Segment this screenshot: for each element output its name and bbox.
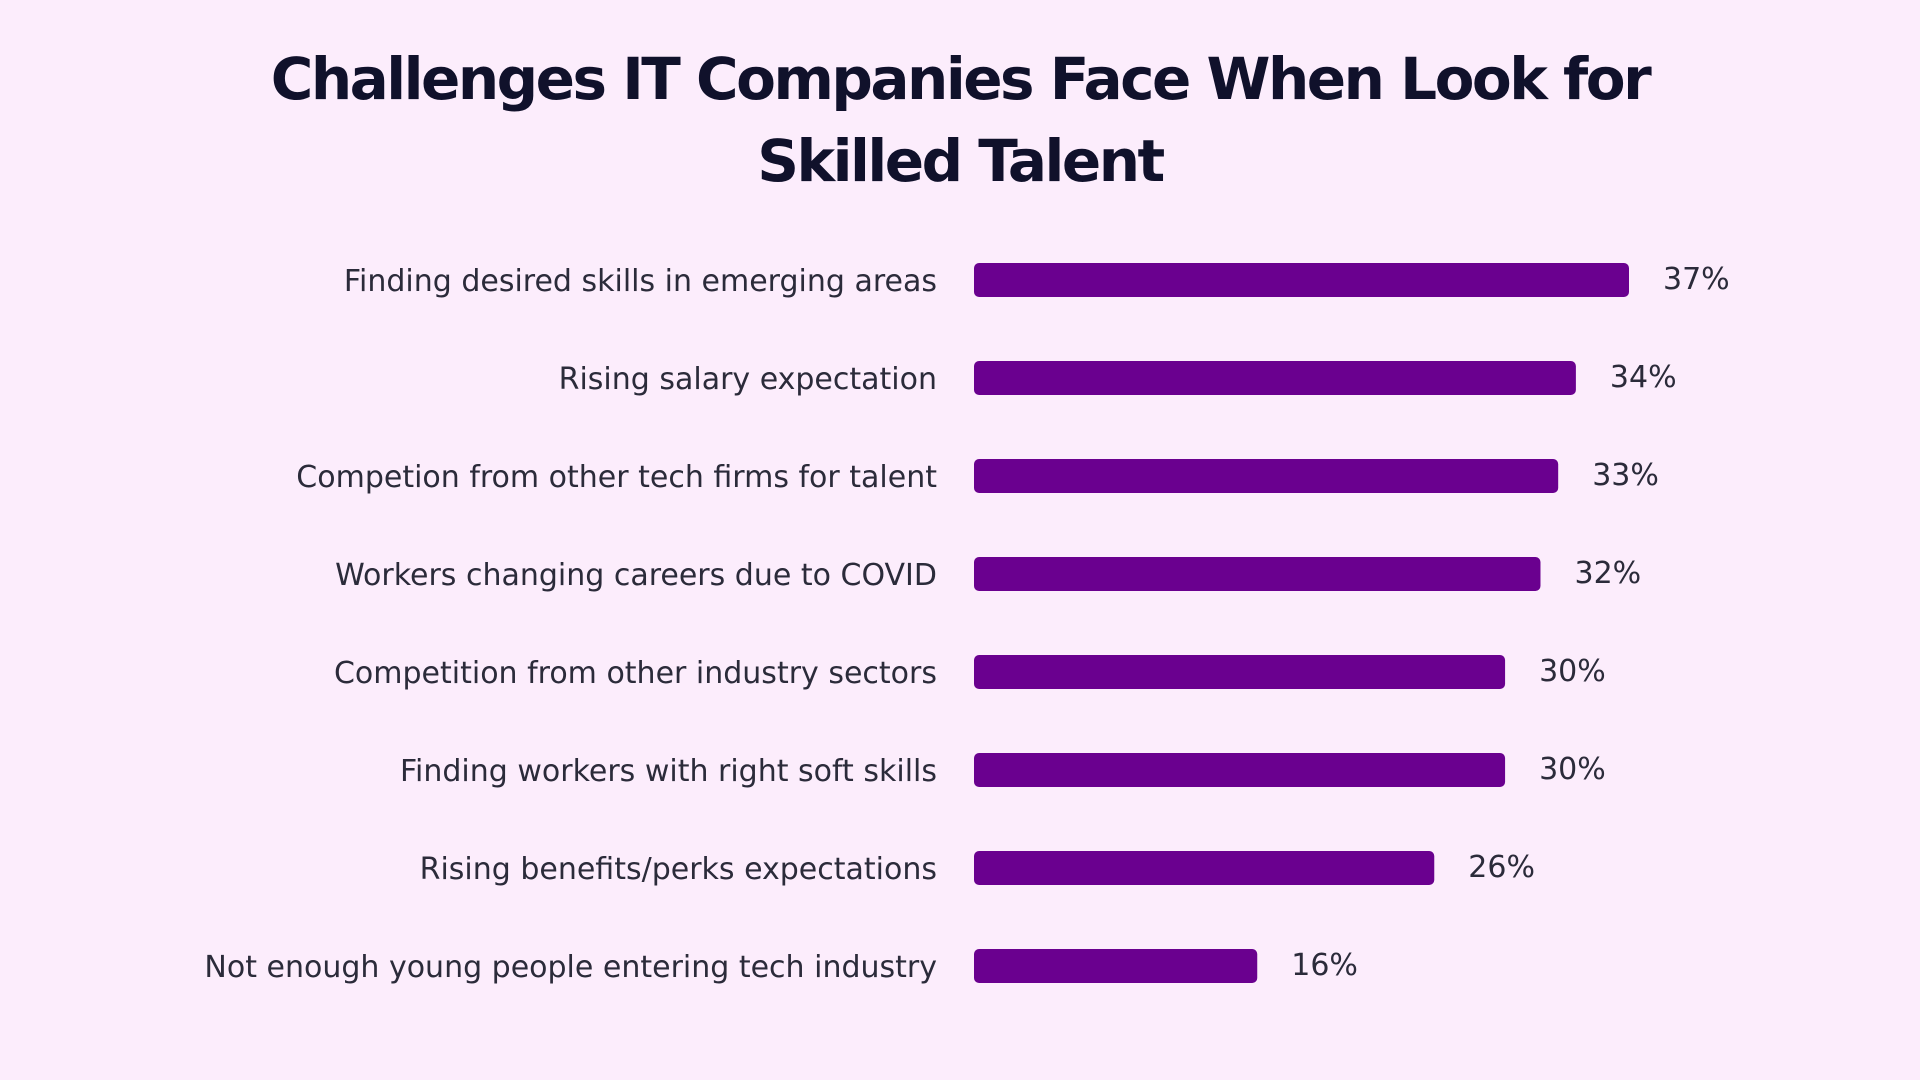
chart-title-line-1: Challenges IT Companies Face When Look f… [270, 45, 1652, 113]
value-label: 16% [1291, 948, 1358, 983]
value-label: 30% [1539, 752, 1606, 787]
bar [974, 557, 1541, 591]
category-label: Competition from other industry sectors [334, 656, 937, 691]
category-label: Workers changing careers due to COVID [335, 558, 937, 593]
value-label: 32% [1574, 556, 1641, 591]
bar [974, 263, 1629, 297]
category-label: Not enough young people entering tech in… [204, 950, 937, 985]
bars-group [974, 263, 1629, 983]
category-label: Rising salary expectation [559, 362, 937, 397]
value-label: 26% [1468, 850, 1535, 885]
bar [974, 459, 1559, 493]
bar [974, 361, 1576, 395]
bar [974, 851, 1435, 885]
value-label: 33% [1592, 458, 1659, 493]
value-label: 34% [1610, 360, 1677, 395]
category-label: Finding desired skills in emerging areas [344, 264, 937, 299]
category-label: Rising benefits/perks expectations [420, 852, 937, 887]
category-label: Finding workers with right soft skills [400, 754, 937, 789]
bar [974, 949, 1258, 983]
value-labels: 37% 34% 33% 32% 30% 30% 26% 16% [1291, 262, 1729, 983]
chart-title: Challenges IT Companies Face When Look f… [0, 38, 1920, 202]
value-label: 30% [1539, 654, 1606, 689]
chart-title-line-2: Skilled Talent [757, 127, 1165, 195]
category-label: Competion from other tech firms for tale… [296, 460, 937, 495]
bar [974, 655, 1506, 689]
value-label: 37% [1663, 262, 1730, 297]
category-labels: Finding desired skills in emerging areas… [204, 264, 937, 985]
bar [974, 753, 1506, 787]
